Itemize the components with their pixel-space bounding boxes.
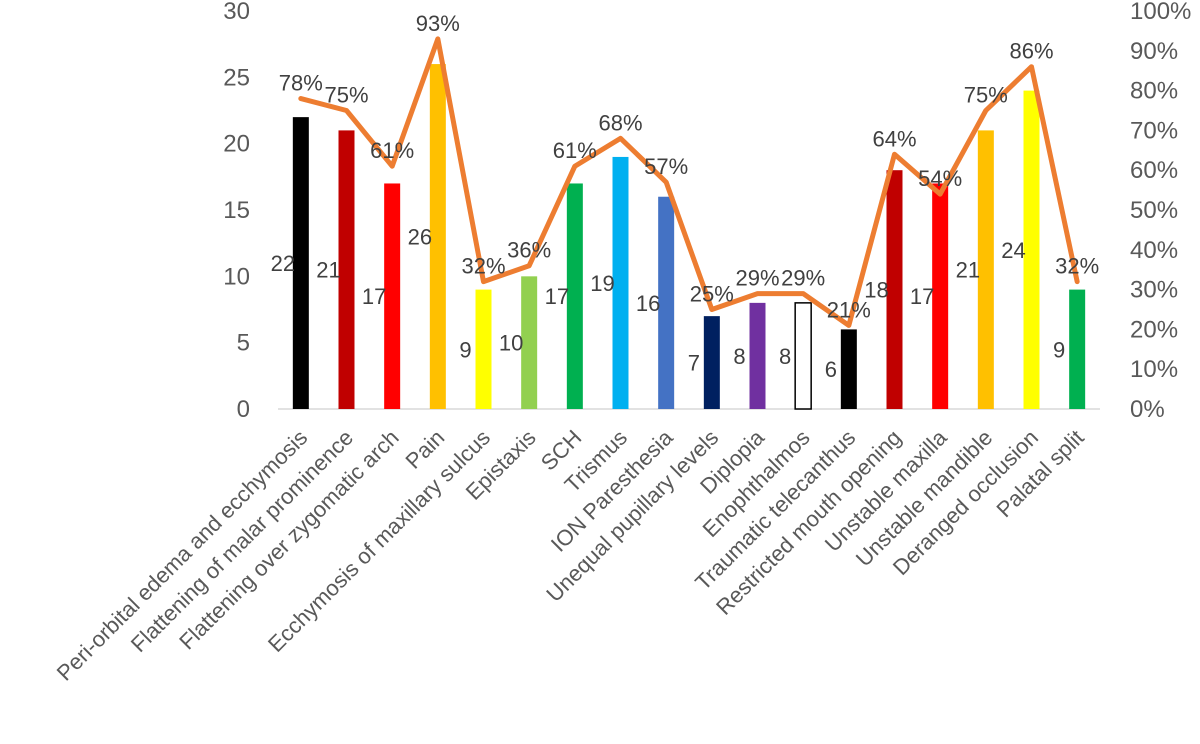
right-axis-tick-label: 60% [1130,157,1178,184]
right-axis-tick-label: 100% [1130,0,1191,25]
percentage-label: 57% [644,154,688,179]
right-axis-tick-label: 20% [1130,316,1178,343]
bar-value-label: 19 [590,271,614,296]
bar-value-label: 16 [636,291,660,316]
percentage-label: 29% [781,266,825,291]
bar [703,316,720,409]
bar-value-label: 22 [271,251,295,276]
bar-value-label: 17 [362,284,386,309]
category-labels-group: Peri-orbital edema and ecchymosisFlatten… [52,424,1089,685]
right-axis-tick-label: 80% [1130,78,1178,105]
bar [1023,90,1040,409]
right-axis-tick-label: 0% [1130,396,1165,423]
right-axis-tick-label: 90% [1130,38,1178,65]
left-axis-tick-label: 30 [223,0,250,25]
percentage-label: 29% [735,266,779,291]
right-axis-tick-label: 40% [1130,237,1178,264]
right-axis-tick-label: 10% [1130,356,1178,383]
bar-value-label: 8 [733,344,745,369]
bar-value-label: 7 [688,351,700,376]
bar-value-label: 9 [459,337,471,362]
percentage-label: 75% [324,83,368,108]
left-axis-tick-label: 10 [223,263,250,290]
bar [566,183,583,409]
left-axis-tick-label: 0 [237,396,250,423]
bar [338,130,355,409]
percentage-label: 93% [416,11,460,36]
bar [521,276,538,409]
bar-value-label: 24 [1001,238,1025,263]
percentage-label: 25% [690,282,734,307]
category-label: Flattening of malar prominence [126,425,358,657]
bar [977,130,994,409]
bar-value-label: 6 [825,357,837,382]
left-axis-tick-label: 20 [223,131,250,158]
percentage-label: 54% [918,166,962,191]
percentage-label: 36% [507,238,551,263]
bar [749,302,766,409]
bar-value-label: 8 [779,344,791,369]
bar [1069,289,1086,409]
right-axis-tick-label: 50% [1130,197,1178,224]
bar-value-label: 21 [956,258,980,283]
bar [886,170,903,409]
bar [658,196,675,409]
right-axis-tick-label: 70% [1130,117,1178,144]
bar [840,329,857,409]
percentage-label: 78% [279,71,323,96]
bar [794,302,812,410]
right-axis-tick-label: 30% [1130,277,1178,304]
percentage-label: 61% [370,138,414,163]
bar-value-label: 9 [1053,337,1065,362]
left-axis-tick-label: 15 [223,197,250,224]
percentage-label: 32% [1055,254,1099,279]
bars-group [292,64,1086,410]
line-group [298,36,1080,328]
percentage-label: 32% [461,254,505,279]
bar-value-label: 17 [545,284,569,309]
bar-value-label: 10 [499,331,523,356]
bar-value-label: 26 [408,225,432,250]
percentage-label: 86% [1009,39,1053,64]
bar [384,183,401,409]
left-axis-tick-label: 25 [223,64,250,91]
bar [932,183,949,409]
bar [292,117,309,409]
bar [612,156,629,409]
bar-value-label: 17 [910,284,934,309]
bar [475,289,492,409]
percentage-label: 61% [553,138,597,163]
left-axis-tick-label: 5 [237,330,250,357]
bar [429,64,446,410]
bar-value-label: 18 [864,278,888,303]
percentage-label: 64% [872,126,916,151]
axes-group: 0 5 10 15 20 25 30 0% 10% 20% 30% 40% 50% 60% 70% 80% 90… [223,0,1191,423]
percentage-label: 75% [964,83,1008,108]
bar-value-label: 21 [316,258,340,283]
percentage-label: 68% [598,110,642,135]
percentage-line [298,36,1080,328]
percentage-label: 21% [827,297,871,322]
